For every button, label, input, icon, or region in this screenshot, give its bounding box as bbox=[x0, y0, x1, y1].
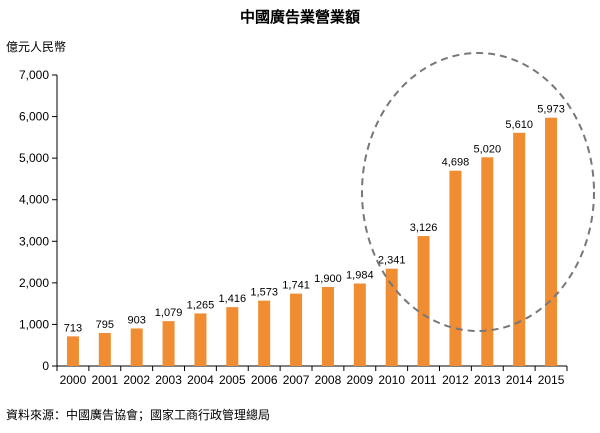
bar bbox=[353, 283, 366, 366]
x-tick-label: 2005 bbox=[219, 373, 246, 387]
bar bbox=[513, 132, 526, 366]
data-label: 5,610 bbox=[505, 119, 533, 131]
bar bbox=[258, 300, 271, 366]
source-note: 資料來源：中國廣告協會；國家工商行政管理總局 bbox=[6, 408, 271, 422]
bar bbox=[449, 170, 462, 366]
bar bbox=[226, 307, 239, 366]
x-tick-label: 2007 bbox=[283, 373, 310, 387]
data-label: 5,020 bbox=[474, 143, 502, 155]
x-tick-label: 2011 bbox=[411, 373, 437, 387]
data-label: 1,573 bbox=[250, 287, 278, 299]
data-label: 4,698 bbox=[442, 157, 470, 169]
bar bbox=[162, 321, 175, 366]
x-tick-label: 2004 bbox=[187, 373, 214, 387]
bar bbox=[194, 313, 207, 366]
data-label: 2,341 bbox=[378, 255, 406, 267]
y-tick-label: 2,000 bbox=[19, 276, 49, 290]
bar bbox=[130, 328, 143, 366]
x-tick-label: 2015 bbox=[538, 373, 565, 387]
bar bbox=[66, 336, 79, 366]
bar bbox=[98, 332, 111, 366]
x-tick-label: 2010 bbox=[378, 373, 405, 387]
y-tick-label: 7,000 bbox=[19, 68, 49, 82]
data-label: 1,416 bbox=[219, 293, 247, 305]
chart-title: 中國廣告業營業額 bbox=[239, 8, 360, 26]
data-label: 1,900 bbox=[314, 273, 342, 285]
bar bbox=[321, 287, 334, 366]
x-tick-label: 2014 bbox=[506, 373, 533, 387]
y-tick-label: 6,000 bbox=[19, 110, 49, 124]
x-tick-label: 2009 bbox=[346, 373, 373, 387]
data-label: 1,265 bbox=[187, 299, 215, 311]
y-tick-label: 5,000 bbox=[19, 151, 49, 165]
x-tick-label: 2002 bbox=[123, 373, 150, 387]
data-label: 3,126 bbox=[410, 222, 438, 234]
bar bbox=[417, 236, 430, 366]
data-label: 5,973 bbox=[537, 104, 565, 116]
data-label: 1,984 bbox=[346, 270, 374, 282]
bar bbox=[545, 117, 558, 367]
x-tick-label: 2006 bbox=[251, 373, 278, 387]
data-label: 903 bbox=[128, 314, 146, 326]
y-axis-unit-label: 億元人民幣 bbox=[6, 40, 67, 54]
bar bbox=[481, 157, 494, 366]
data-label: 795 bbox=[96, 319, 114, 331]
data-label: 1,079 bbox=[155, 307, 183, 319]
x-tick-label: 2013 bbox=[474, 373, 501, 387]
y-tick-label: 4,000 bbox=[19, 193, 49, 207]
y-tick-label: 3,000 bbox=[19, 234, 49, 248]
x-tick-label: 2008 bbox=[315, 373, 342, 387]
x-tick-label: 2000 bbox=[60, 373, 87, 387]
y-tick-label: 0 bbox=[42, 359, 49, 373]
data-label: 713 bbox=[64, 322, 82, 334]
y-tick-label: 1,000 bbox=[19, 317, 49, 331]
highlight-ellipse bbox=[361, 52, 595, 332]
bar bbox=[290, 293, 303, 366]
x-tick-label: 2012 bbox=[442, 373, 469, 387]
data-label: 1,741 bbox=[282, 280, 310, 292]
x-tick-label: 2001 bbox=[91, 373, 118, 387]
bar bbox=[385, 268, 398, 366]
x-tick-label: 2003 bbox=[155, 373, 182, 387]
